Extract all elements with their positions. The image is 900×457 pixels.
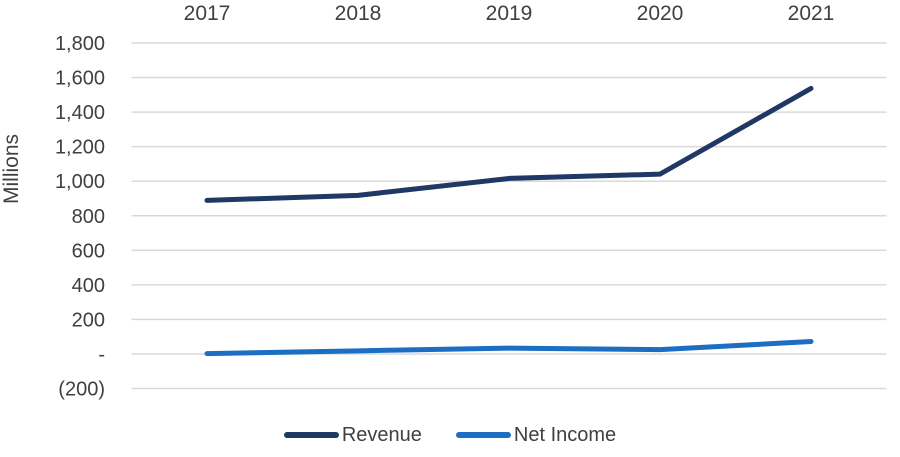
chart-legend: Revenue Net Income: [0, 425, 900, 445]
y-tick-label: 1,600: [55, 68, 105, 90]
revenue-line: [204, 85, 814, 203]
x-tick-label: 2019: [486, 2, 533, 25]
legend-label-net-income: Net Income: [513, 424, 617, 446]
net-income-line: [204, 339, 814, 357]
revenue-line-swatch: [283, 432, 339, 438]
y-tick-label: (200): [58, 379, 105, 401]
y-tick-label: 1,400: [55, 102, 105, 124]
y-tick-label: 1,200: [55, 137, 105, 159]
y-tick-label: 1,000: [55, 171, 105, 193]
y-tick-label: 1,800: [55, 33, 105, 55]
y-tick-label: 600: [72, 240, 105, 262]
legend-item-net-income: Net Income: [455, 424, 617, 446]
x-tick-label: 2018: [335, 2, 382, 25]
y-tick-label: -: [98, 344, 105, 366]
legend-item-revenue: Revenue: [283, 424, 422, 446]
x-tick-label: 2020: [637, 2, 684, 25]
y-tick-label: 400: [72, 275, 105, 297]
legend-label-revenue: Revenue: [341, 424, 422, 446]
x-tick-label: 2021: [788, 2, 835, 25]
y-axis-title: Millions: [0, 134, 23, 204]
x-tick-label: 2017: [184, 2, 231, 25]
net-income-line-swatch: [455, 432, 511, 438]
y-tick-label: 200: [72, 309, 105, 331]
y-tick-label: 800: [72, 206, 105, 228]
